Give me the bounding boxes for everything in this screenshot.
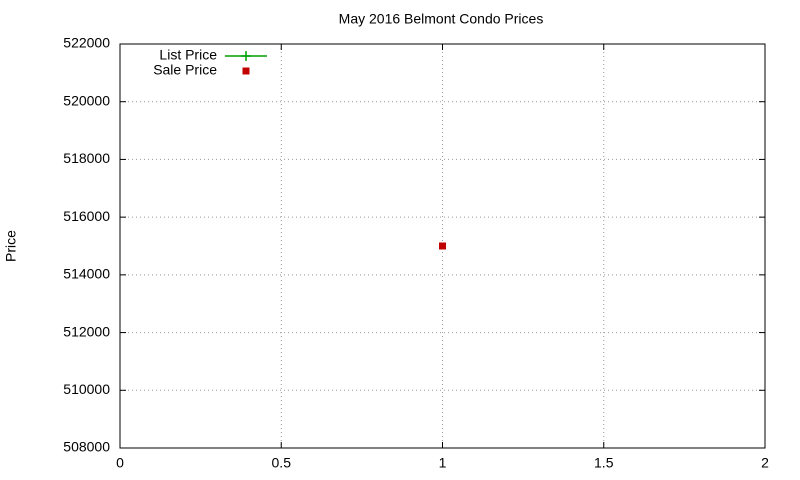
x-tick-label: 0 [116,455,124,471]
x-tick-label: 1.5 [594,455,614,471]
legend-swatch [242,67,250,75]
x-tick-label: 2 [761,455,769,471]
y-tick-label: 522000 [63,35,110,51]
x-tick-label: 1 [439,455,447,471]
y-tick-label: 514000 [63,266,110,282]
y-tick-label: 516000 [63,208,110,224]
legend-label: Sale Price [153,62,217,78]
chart-title: May 2016 Belmont Condo Prices [339,11,544,27]
point [439,242,446,250]
plot-frame [119,43,766,449]
legend-swatch [241,51,251,61]
legend-label: List Price [159,47,217,63]
y-tick-label: 520000 [63,92,110,108]
x-tick-label: 0.5 [272,455,292,471]
y-tick-label: 518000 [63,150,110,166]
y-tick-label: 508000 [63,439,110,455]
y-axis-label: Price [3,230,19,262]
y-tick-label: 510000 [63,381,110,397]
y-tick-label: 512000 [63,323,110,339]
